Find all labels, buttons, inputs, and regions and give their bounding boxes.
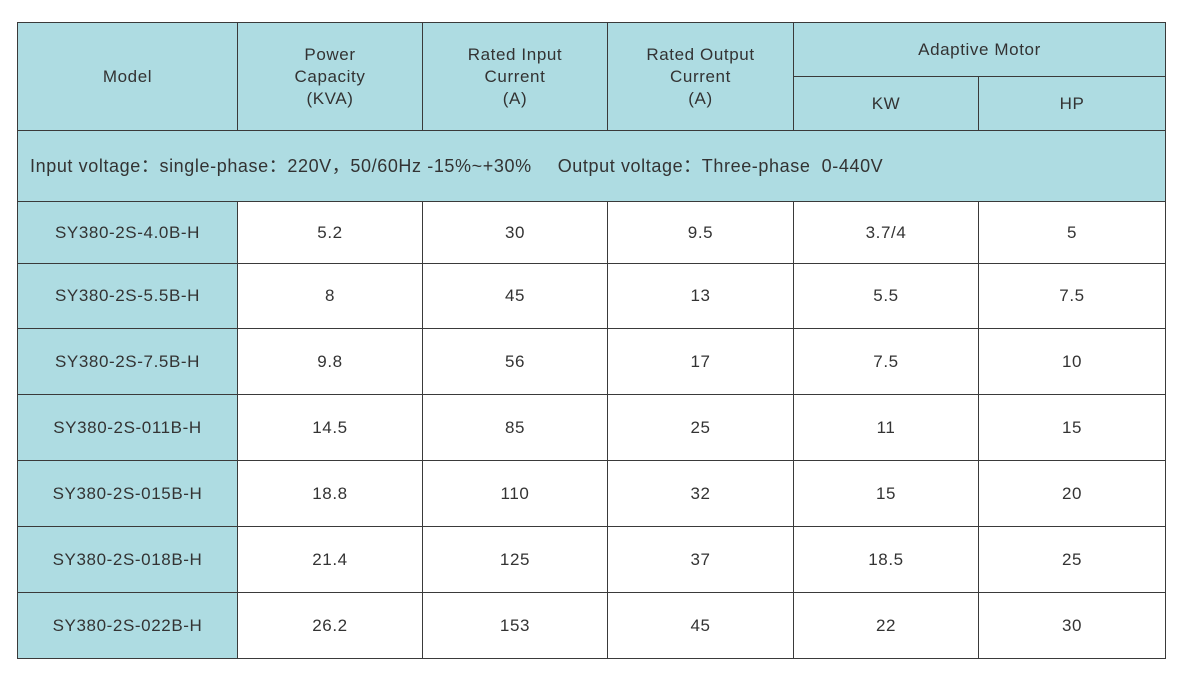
kw-cell: 22 [793, 592, 979, 659]
hp-cell: 15 [978, 394, 1166, 461]
model-cell: SY380-2S-7.5B-H [17, 328, 238, 395]
conditions-cell: Input voltage：single-phase：220V，50/60Hz … [17, 130, 1166, 202]
conditions-row: Input voltage：single-phase：220V，50/60Hz … [17, 130, 1166, 202]
model-cell: SY380-2S-018B-H [17, 526, 238, 593]
output-current-cell: 17 [607, 328, 794, 395]
kva-cell: 14.5 [237, 394, 423, 461]
input-current-cell: 85 [422, 394, 608, 461]
kw-cell: 15 [793, 460, 979, 527]
model-cell: SY380-2S-5.5B-H [17, 263, 238, 329]
kw-cell: 18.5 [793, 526, 979, 593]
table-row: SY380-2S-018B-H 21.4 125 37 18.5 25 [17, 526, 1166, 593]
output-current-cell: 32 [607, 460, 794, 527]
hp-cell: 20 [978, 460, 1166, 527]
table-row: SY380-2S-7.5B-H 9.8 56 17 7.5 10 [17, 328, 1166, 395]
header-model: Model [17, 22, 238, 131]
model-cell: SY380-2S-011B-H [17, 394, 238, 461]
header-kw: KW [793, 76, 979, 131]
kw-cell: 3.7/4 [793, 201, 979, 264]
spec-table: Model Power Capacity (KVA) Rated Input C… [17, 22, 1166, 659]
header-rated-input-current: Rated Input Current (A) [422, 22, 608, 131]
kva-cell: 5.2 [237, 201, 423, 264]
input-current-cell: 110 [422, 460, 608, 527]
input-current-cell: 153 [422, 592, 608, 659]
input-current-cell: 125 [422, 526, 608, 593]
header-rated-input-line3: (A) [502, 88, 528, 108]
header-adaptive-motor: Adaptive Motor [793, 22, 1166, 77]
hp-cell: 10 [978, 328, 1166, 395]
output-current-cell: 13 [607, 263, 794, 329]
model-cell: SY380-2S-022B-H [17, 592, 238, 659]
input-current-cell: 30 [422, 201, 608, 264]
output-voltage-text: Output voltage：Three-phase 0-440V [557, 156, 884, 176]
hp-cell: 30 [978, 592, 1166, 659]
input-current-cell: 45 [422, 263, 608, 329]
kva-cell: 26.2 [237, 592, 423, 659]
header-power-capacity-line3: (KVA) [306, 88, 354, 108]
hp-cell: 5 [978, 201, 1166, 264]
header-power-capacity-line1: Power [304, 44, 356, 64]
model-cell: SY380-2S-015B-H [17, 460, 238, 527]
header-hp: HP [978, 76, 1166, 131]
table-row: SY380-2S-022B-H 26.2 153 45 22 30 [17, 592, 1166, 659]
table-row: SY380-2S-011B-H 14.5 85 25 11 15 [17, 394, 1166, 461]
kva-cell: 18.8 [237, 460, 423, 527]
header-rated-input-line1: Rated Input [467, 44, 563, 64]
output-current-cell: 9.5 [607, 201, 794, 264]
table-row: SY380-2S-5.5B-H 8 45 13 5.5 7.5 [17, 263, 1166, 329]
header-rated-input-line2: Current [484, 66, 546, 86]
model-cell: SY380-2S-4.0B-H [17, 201, 238, 264]
hp-cell: 7.5 [978, 263, 1166, 329]
table-row: SY380-2S-4.0B-H 5.2 30 9.5 3.7/4 5 [17, 201, 1166, 264]
kva-cell: 8 [237, 263, 423, 329]
output-current-cell: 25 [607, 394, 794, 461]
hp-cell: 25 [978, 526, 1166, 593]
kva-cell: 9.8 [237, 328, 423, 395]
kw-cell: 7.5 [793, 328, 979, 395]
kw-cell: 5.5 [793, 263, 979, 329]
input-voltage-text: Input voltage：single-phase：220V，50/60Hz … [30, 156, 532, 176]
input-current-cell: 56 [422, 328, 608, 395]
header-power-capacity: Power Capacity (KVA) [237, 22, 423, 131]
output-current-cell: 37 [607, 526, 794, 593]
output-current-cell: 45 [607, 592, 794, 659]
header-rated-output-current: Rated Output Current (A) [607, 22, 794, 131]
header-rated-output-line2: Current [670, 66, 731, 86]
table-row: SY380-2S-015B-H 18.8 110 32 15 20 [17, 460, 1166, 527]
header-rated-output-line3: (A) [688, 88, 713, 108]
header-power-capacity-line2: Capacity [294, 66, 366, 86]
kva-cell: 21.4 [237, 526, 423, 593]
header-rated-output-line1: Rated Output [646, 44, 755, 64]
kw-cell: 11 [793, 394, 979, 461]
